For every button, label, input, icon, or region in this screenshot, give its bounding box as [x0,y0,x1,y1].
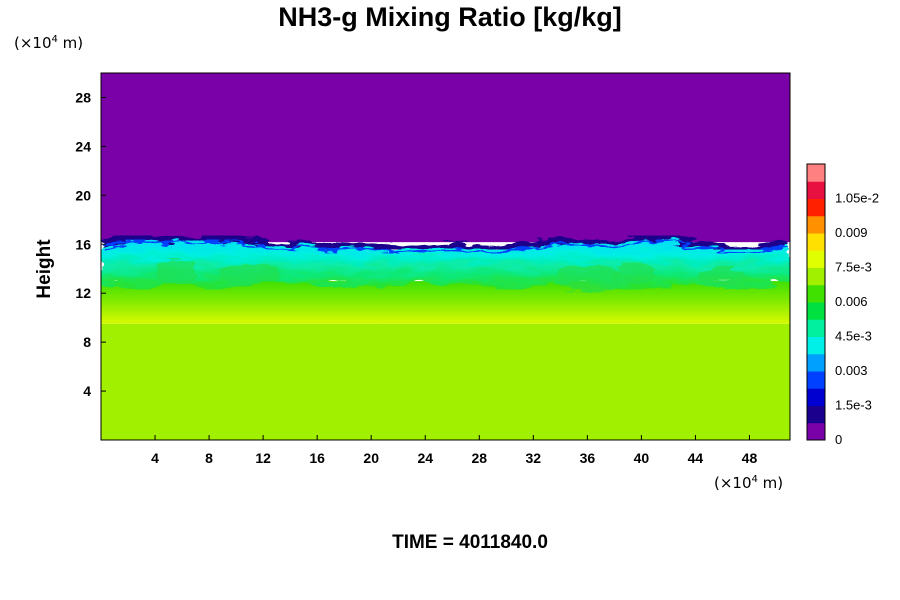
colorbar-frame [806,163,826,441]
colorbar-segment [807,405,825,424]
mixed-layer-patch [613,262,657,285]
colorbar-segment [807,181,825,199]
x-tick-label: 40 [634,450,650,466]
x-tick-label: 44 [688,450,704,466]
y-tick-label: 8 [83,334,91,350]
colorbar-tick-label: 1.5e-3 [835,398,872,413]
mixed-layer-patch [698,266,747,286]
colorbar-segment [807,198,825,217]
y-tick-label: 12 [75,285,91,301]
heatmap-field [101,73,790,440]
colorbar-segment [807,353,825,372]
colorbar-tick-label: 7.5e-3 [835,260,872,275]
plot-frame [100,72,791,441]
x-axis-unit: (×104 m) [714,474,784,492]
colorbar-tick-label: 0.009 [835,225,868,240]
colorbar-tick-label: 0.006 [835,294,868,309]
colorbar-segment [807,164,825,182]
colorbar-segment [807,250,825,268]
colorbar-tick-label: 1.05e-2 [835,191,879,206]
x-tick-label: 8 [205,450,213,466]
colorbar-segment [807,302,825,320]
colorbar-segment [807,422,825,441]
mixed-layer-patch [554,263,620,294]
colorbar-segment [807,388,825,406]
y-axis-ticks: 4 8 12 16 20 24 28 [75,89,106,399]
y-tick-label: 16 [75,236,91,252]
y-tick-label: 28 [75,89,91,105]
layer-upper-atmosphere [101,73,790,243]
x-tick-label: 24 [417,450,433,466]
x-tick-label: 32 [526,450,542,466]
colorbar-segment [807,233,825,251]
y-tick-label: 20 [75,187,91,203]
y-tick-label: 24 [75,138,91,154]
colorbar-tick-label: 4.5e-3 [835,329,872,344]
x-tick-label: 12 [255,450,271,466]
x-tick-label: 20 [363,450,379,466]
mixed-layer-patch [153,257,197,285]
x-axis-ticks: 4 8 12 16 20 24 28 32 36 40 44 48 [151,435,757,466]
layer-deep [101,323,790,440]
colorbar: 0 1.5e-3 0.003 4.5e-3 0.006 7.5e-3 0.009 1.05e-… [806,163,879,447]
colorbar-tick-label: 0.003 [835,363,868,378]
colorbar-segment [807,371,825,389]
colorbar-segment [807,319,825,337]
colorbar-segment [807,284,825,303]
colorbar-segment [807,336,825,355]
interface-line [101,233,790,252]
x-tick-label: 36 [580,450,596,466]
x-tick-label: 4 [151,450,159,466]
interface-line-lower [101,238,790,255]
time-label: TIME = 4011840.0 [392,532,548,553]
y-tick-label: 4 [83,383,91,399]
x-tick-label: 16 [309,450,325,466]
colorbar-segment [807,267,825,286]
mixed-layer-patch [219,263,280,286]
chart-title: NH3-g Mixing Ratio [kg/kg] [278,2,622,32]
y-axis-unit: (×104 m) [14,34,84,52]
x-tick-label: 28 [471,450,487,466]
colorbar-tick-label: 0 [835,432,842,447]
x-tick-label: 48 [742,450,758,466]
colorbar-segment [807,215,825,234]
